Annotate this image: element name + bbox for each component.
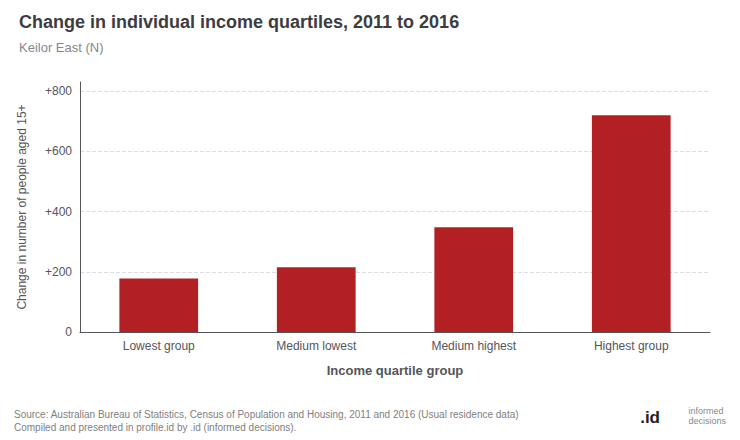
svg-text:Change in individual income qu: Change in individual income quartiles, 2… xyxy=(19,12,459,32)
svg-text:Medium highest: Medium highest xyxy=(431,339,516,353)
svg-text:decisions: decisions xyxy=(688,416,726,426)
svg-text:Medium lowest: Medium lowest xyxy=(276,339,357,353)
svg-text:+800: +800 xyxy=(45,84,72,98)
svg-text:Source: Australian Bureau of S: Source: Australian Bureau of Statistics,… xyxy=(14,409,519,420)
svg-text:informed: informed xyxy=(688,406,723,416)
svg-text:+400: +400 xyxy=(45,205,72,219)
svg-text:Compiled and presented in prof: Compiled and presented in profile.id by … xyxy=(14,422,296,433)
svg-text:Highest group: Highest group xyxy=(594,339,669,353)
svg-text:Lowest group: Lowest group xyxy=(123,339,195,353)
svg-text:+200: +200 xyxy=(45,265,72,279)
svg-text:Income quartile group: Income quartile group xyxy=(327,363,464,378)
svg-text:Keilor East (N): Keilor East (N) xyxy=(19,40,104,55)
svg-text:+600: +600 xyxy=(45,144,72,158)
svg-text:0: 0 xyxy=(65,325,72,339)
svg-text:.id: .id xyxy=(640,408,660,427)
svg-text:Change in number of people age: Change in number of people aged 15+ xyxy=(15,104,29,309)
